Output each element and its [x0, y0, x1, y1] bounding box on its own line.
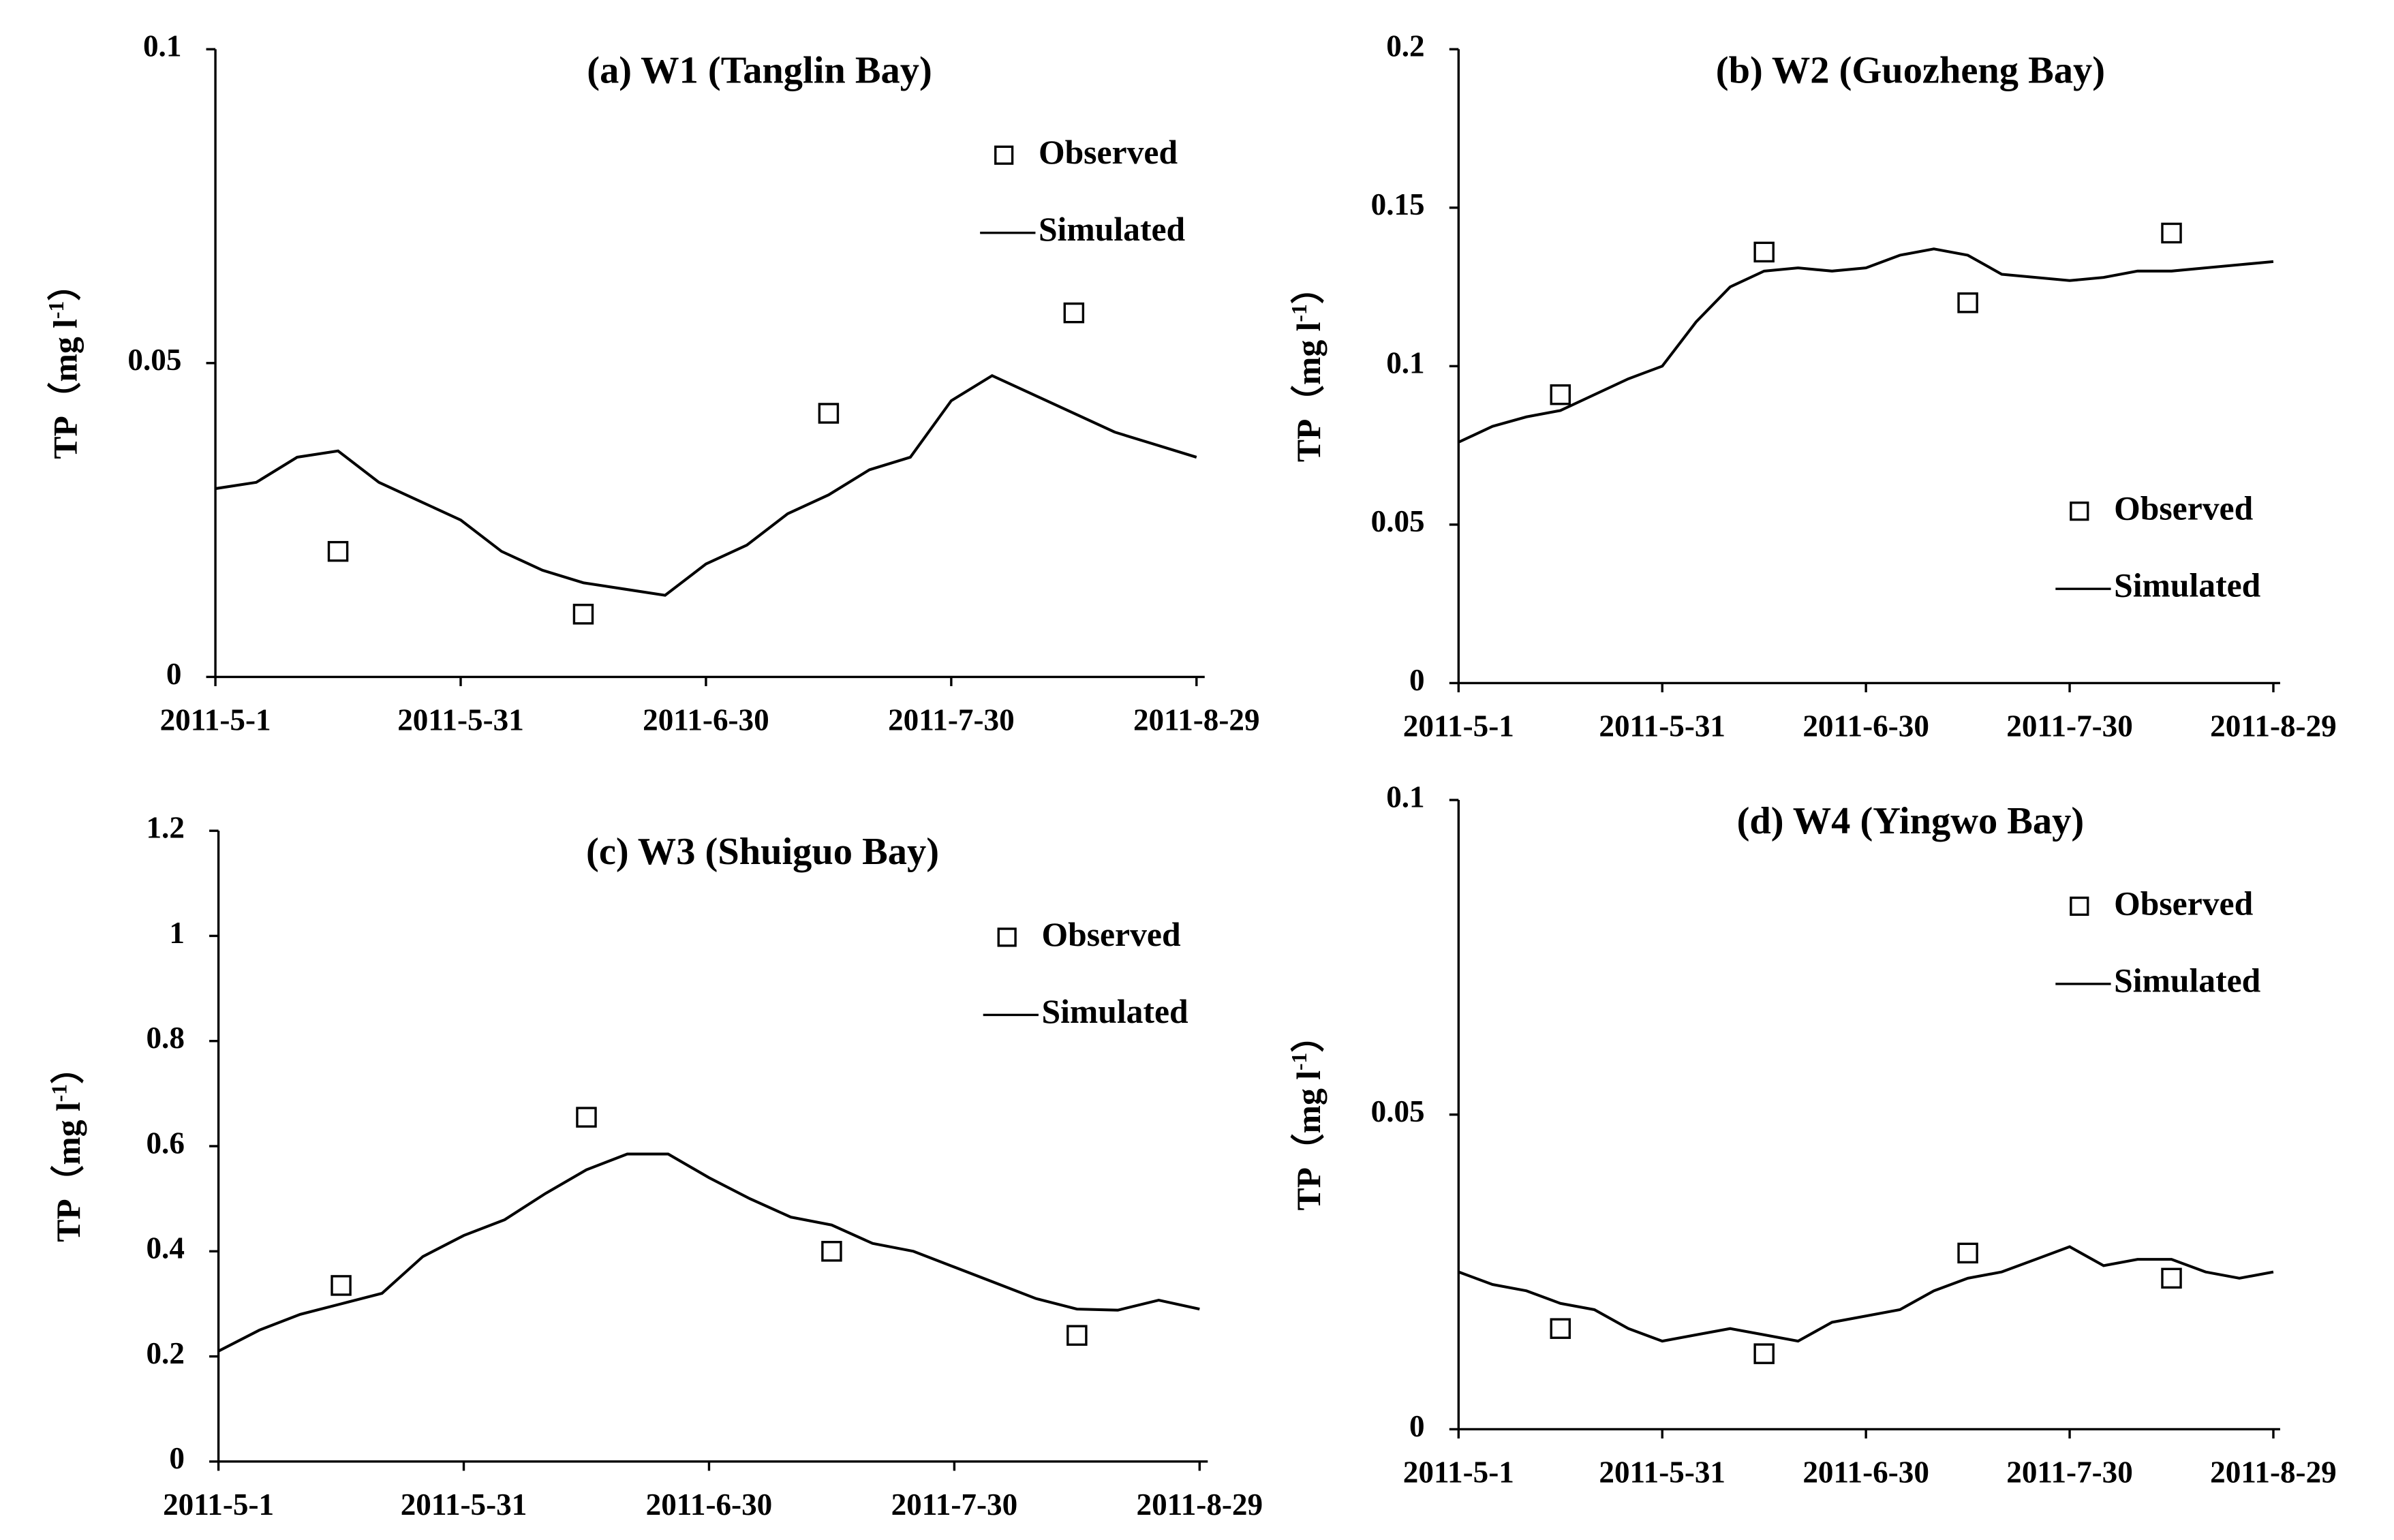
observed-point — [1063, 302, 1085, 324]
simulated-line — [215, 373, 1197, 597]
y-label-close: ） — [1290, 271, 1328, 305]
y-tick-label: 0.2 — [146, 1336, 184, 1370]
y-tick-label: 0 — [166, 657, 182, 691]
y-tick-label: 1.2 — [146, 811, 184, 845]
observed-point — [572, 604, 594, 625]
x-tick-label: 2011-8-29 — [1137, 1488, 1263, 1522]
y-label-text: TP（mg l — [1290, 322, 1328, 463]
chart-title: (d) W4 (Yingwo Bay) — [1737, 800, 2085, 842]
y-label-close: ） — [47, 267, 85, 301]
x-tick-label: 2011-7-30 — [2006, 1456, 2133, 1490]
y-axis-label: TP（mg l-1） — [1287, 271, 1328, 463]
y-tick-label: 0.05 — [1371, 1094, 1425, 1128]
observed-point — [1957, 1242, 1978, 1264]
legend-label: Observed — [2114, 490, 2254, 527]
observed-point — [1550, 1318, 1571, 1339]
y-tick-label: 0.15 — [1371, 187, 1425, 221]
x-tick-label: 2011-5-31 — [1599, 709, 1725, 743]
y-tick-label: 0.1 — [143, 29, 181, 63]
y-tick-label: 0.1 — [1386, 780, 1424, 814]
panel: 0 0.05 0.1 2011-5-1 2011-5-31 2011-6-30 2011-7… — [1287, 780, 2336, 1489]
panel: 0 0.2 0.4 0.6 0.8 1 1.2 2011-5-1 2011-5-31 2011-6… — [48, 811, 1263, 1522]
y-label-close: ） — [1290, 1019, 1328, 1053]
x-tick-label: 2011-5-1 — [163, 1488, 274, 1522]
x-tick-label: 2011-6-30 — [1802, 709, 1929, 743]
y-label-sup: -1 — [48, 1084, 72, 1102]
y-tick-label: 1 — [169, 916, 185, 950]
y-tick-label: 0.05 — [127, 343, 181, 377]
y-tick-label: 0.4 — [146, 1231, 184, 1265]
x-tick-label: 2011-5-31 — [1599, 1456, 1725, 1490]
observed-point — [331, 1275, 352, 1296]
legend-label: Simulated — [1041, 993, 1188, 1030]
legend-marker — [997, 927, 1017, 947]
simulated-line — [1458, 1245, 2274, 1343]
y-axis-label: TP（mg l-1） — [1287, 1019, 1328, 1211]
y-tick-label: 0.6 — [146, 1126, 184, 1160]
observed-point — [1066, 1325, 1088, 1346]
x-tick-label: 2011-8-29 — [2210, 1456, 2337, 1490]
x-tick-label: 2011-8-29 — [1133, 703, 1260, 737]
chart-title: (a) W1 (Tanglin Bay) — [587, 49, 932, 91]
x-tick-label: 2011-5-31 — [401, 1488, 527, 1522]
legend-label: Observed — [1039, 134, 1178, 171]
x-tick-label: 2011-7-30 — [891, 1488, 1018, 1522]
x-tick-label: 2011-7-30 — [2006, 709, 2133, 743]
y-axis-label: TP（mg l-1） — [44, 267, 85, 459]
x-tick-label: 2011-8-29 — [2210, 709, 2337, 743]
legend-marker — [994, 145, 1014, 165]
y-tick-label: 0.1 — [1386, 346, 1424, 380]
x-tick-label: 2011-5-1 — [1403, 709, 1514, 743]
legend-label: Observed — [1041, 916, 1181, 953]
observed-point — [1957, 292, 1978, 313]
y-tick-label: 0.2 — [1386, 29, 1424, 63]
observed-point — [2161, 1267, 2182, 1289]
chart-title: (b) W2 (Guozheng Bay) — [1716, 49, 2105, 91]
observed-point — [821, 1241, 842, 1262]
y-axis-label: TP（mg l-1） — [48, 1050, 88, 1242]
y-tick-label: 0.05 — [1371, 504, 1425, 538]
legend-label: Observed — [2114, 884, 2254, 922]
y-tick-label: 0 — [169, 1441, 185, 1475]
legend-label: Simulated — [1039, 211, 1186, 248]
legend-label: Simulated — [2114, 567, 2261, 604]
simulated-line — [1458, 247, 2274, 444]
chart-title: (c) W3 (Shuiguo Bay) — [586, 831, 939, 873]
panel: 0 0.05 0.1 0.15 0.2 2011-5-1 2011-5-31 2011-6-3… — [1287, 29, 2336, 743]
x-tick-label: 2011-6-30 — [646, 1488, 773, 1522]
y-label-sup: -1 — [1287, 1053, 1311, 1071]
observed-point — [1550, 384, 1571, 405]
y-label-text: TP（mg l — [47, 319, 85, 459]
x-tick-label: 2011-5-1 — [1403, 1456, 1514, 1490]
x-tick-label: 2011-5-31 — [397, 703, 524, 737]
y-tick-label: 0 — [1409, 1409, 1425, 1443]
y-label-sup: -1 — [44, 301, 68, 319]
y-label-text: TP（mg l — [1290, 1071, 1328, 1211]
x-tick-label: 2011-7-30 — [888, 703, 1015, 737]
y-label-text: TP（mg l — [50, 1102, 88, 1242]
y-tick-label: 0 — [1409, 663, 1425, 697]
observed-point — [2161, 222, 2182, 244]
y-tick-label: 0.8 — [146, 1021, 184, 1055]
observed-point — [818, 403, 840, 424]
legend-label: Simulated — [2114, 961, 2261, 999]
simulated-line — [217, 1152, 1200, 1353]
observed-point — [1753, 1343, 1775, 1364]
panel: 0 0.05 0.1 2011-5-1 2011-5-31 2011-6-30 2011-7… — [44, 29, 1260, 737]
x-tick-label: 2011-6-30 — [1802, 1456, 1929, 1490]
y-label-close: ） — [50, 1050, 88, 1084]
y-label-sup: -1 — [1287, 304, 1311, 322]
x-tick-label: 2011-6-30 — [643, 703, 769, 737]
x-tick-label: 2011-5-1 — [160, 703, 271, 737]
observed-point — [576, 1107, 597, 1128]
observed-point — [327, 540, 349, 562]
legend-marker — [2070, 896, 2089, 916]
observed-point — [1753, 241, 1775, 263]
legend-marker — [2070, 502, 2089, 521]
